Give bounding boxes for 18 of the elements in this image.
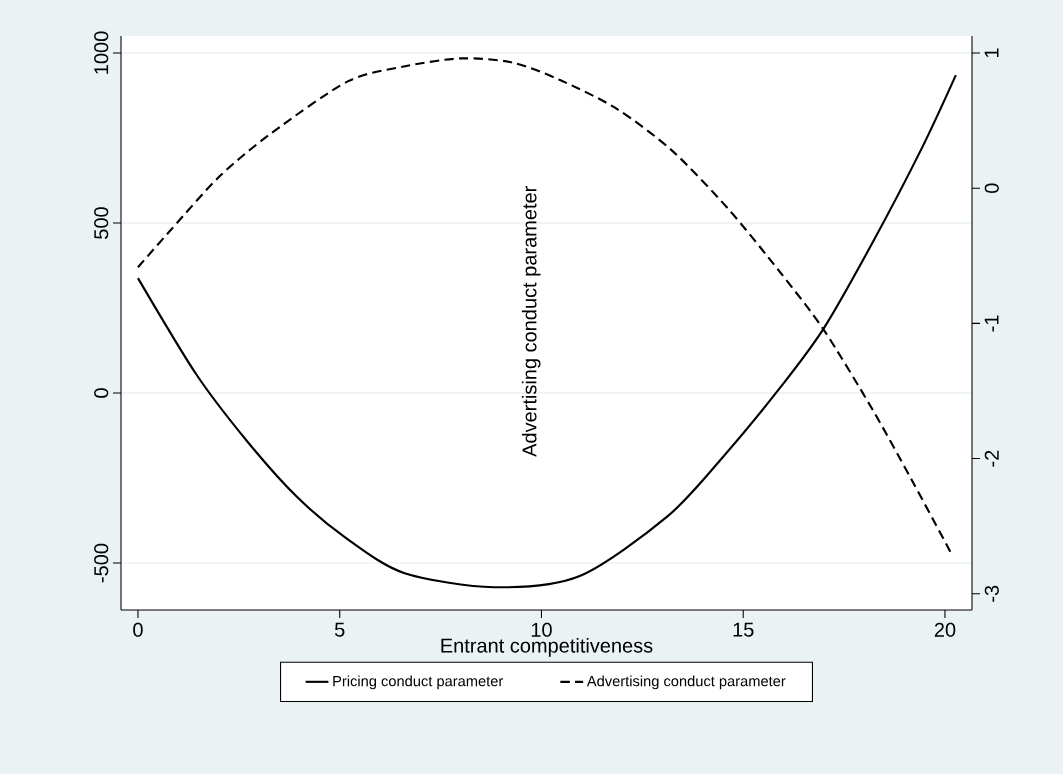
y2-tick-label: 0 xyxy=(984,183,999,193)
legend-label: Pricing conduct parameter xyxy=(333,675,504,690)
annotation: Advertising conduct parameter xyxy=(521,186,541,457)
x-tick-label: 0 xyxy=(133,622,143,637)
x-tick-label: 5 xyxy=(334,622,345,637)
y-tick-label: -500 xyxy=(94,543,109,583)
x-tick-label: 15 xyxy=(733,622,754,637)
x-tick-label: 10 xyxy=(531,622,552,637)
y-tick-label: 500 xyxy=(94,207,109,239)
y-tick-label: 1000 xyxy=(94,31,109,74)
x-axis-title: Entrant competitiveness xyxy=(441,638,653,657)
y2-tick-label: 1 xyxy=(984,48,999,58)
y2-tick-label: -1 xyxy=(984,315,999,332)
legend-label: Advertising conduct parameter xyxy=(586,675,786,690)
y2-tick-label: -3 xyxy=(984,585,999,602)
y2-tick-label: -2 xyxy=(984,450,999,467)
y-tick-label: 0 xyxy=(94,388,109,398)
x-tick-label: 20 xyxy=(934,622,956,637)
